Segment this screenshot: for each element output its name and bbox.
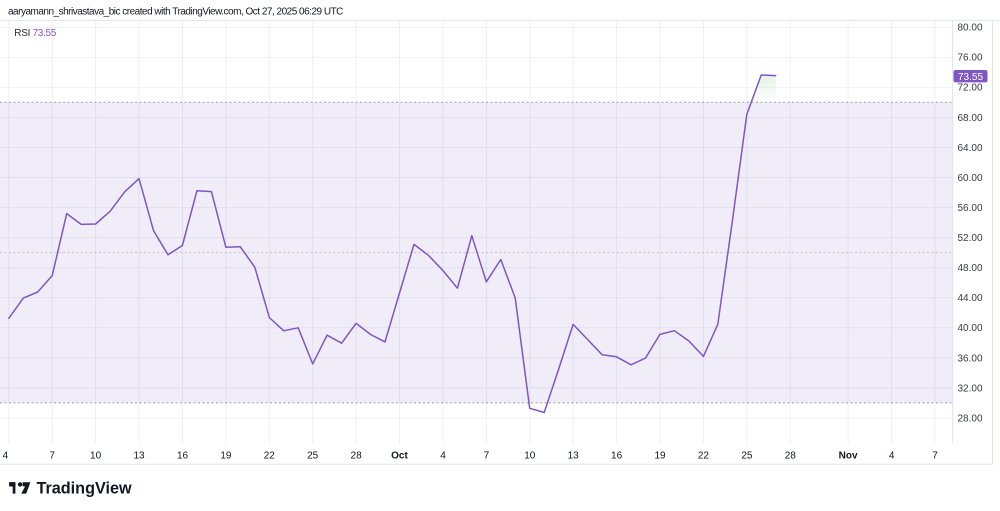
svg-text:28: 28: [351, 451, 363, 462]
svg-text:22: 22: [264, 451, 276, 462]
svg-text:13: 13: [568, 451, 580, 462]
svg-text:72.00: 72.00: [958, 83, 983, 94]
svg-text:7: 7: [49, 451, 55, 462]
svg-text:10: 10: [524, 451, 536, 462]
svg-text:19: 19: [654, 451, 666, 462]
svg-text:73.55: 73.55: [33, 28, 57, 39]
svg-text:28.00: 28.00: [958, 413, 983, 424]
svg-text:aaryamann_shrivastava_bic crea: aaryamann_shrivastava_bic created with T…: [8, 7, 343, 18]
svg-text:73.55: 73.55: [958, 72, 983, 83]
svg-text:25: 25: [741, 451, 753, 462]
svg-text:56.00: 56.00: [958, 203, 983, 214]
svg-text:4: 4: [889, 451, 895, 462]
svg-text:68.00: 68.00: [958, 113, 983, 124]
svg-text:44.00: 44.00: [958, 293, 983, 304]
svg-text:10: 10: [90, 451, 102, 462]
svg-text:22: 22: [698, 451, 710, 462]
svg-text:13: 13: [133, 451, 145, 462]
svg-text:36.00: 36.00: [958, 353, 983, 364]
svg-text:52.00: 52.00: [958, 233, 983, 244]
svg-text:16: 16: [611, 451, 623, 462]
svg-text:RSI: RSI: [14, 28, 30, 39]
svg-text:25: 25: [307, 451, 319, 462]
svg-text:60.00: 60.00: [958, 173, 983, 184]
svg-text:76.00: 76.00: [958, 53, 983, 64]
svg-text:32.00: 32.00: [958, 383, 983, 394]
svg-text:28: 28: [785, 451, 797, 462]
svg-text:64.00: 64.00: [958, 143, 983, 154]
svg-text:4: 4: [440, 451, 446, 462]
svg-text:7: 7: [484, 451, 490, 462]
svg-text:Oct: Oct: [391, 451, 408, 462]
svg-text:16: 16: [177, 451, 189, 462]
svg-text:19: 19: [220, 451, 232, 462]
svg-text:4: 4: [3, 451, 9, 462]
svg-text:40.00: 40.00: [958, 323, 983, 334]
svg-text:7: 7: [932, 451, 938, 462]
svg-text:Nov: Nov: [839, 451, 858, 462]
svg-text:48.00: 48.00: [958, 263, 983, 274]
svg-text:80.00: 80.00: [958, 23, 983, 34]
svg-text:TradingView: TradingView: [37, 479, 132, 497]
